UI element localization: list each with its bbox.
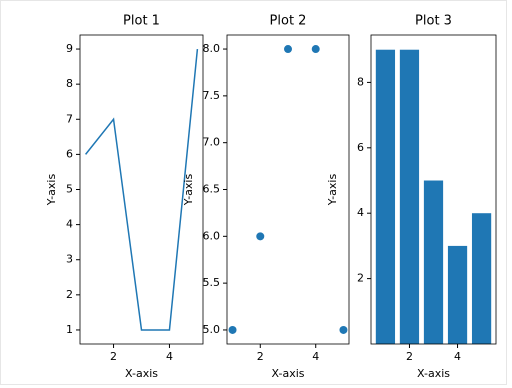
bar [375,49,396,344]
x-tick-label: 2 [257,350,264,363]
y-axis-label: Y-axis [326,174,339,207]
x-tick-label: 4 [454,350,461,363]
point [339,325,348,334]
plot-title: Plot 2 [270,14,307,29]
point [311,45,320,54]
y-axis-label: Y-axis [45,174,58,207]
plot-title: Plot 1 [123,14,160,29]
x-axis-label: X-axis [417,367,450,380]
bar [447,245,468,344]
y-tick-label: 8.0 [203,42,221,55]
y-tick-label: 9 [66,42,73,55]
plot-title: Plot 3 [415,14,452,29]
y-tick-label: 5.0 [203,323,221,336]
y-tick-label: 7 [66,112,73,125]
y-tick-label: 5 [66,183,73,196]
y-tick-label: 3 [66,253,73,266]
point [228,325,237,334]
y-tick-label: 6.0 [203,229,221,242]
point [256,232,265,241]
bar [399,49,420,344]
point [284,45,292,54]
y-tick-label: 6 [357,141,364,154]
bar [471,213,492,344]
y-tick-label: 4 [357,206,364,219]
x-axis-label: X-axis [272,367,305,380]
line [85,48,199,331]
x-axis-label: X-axis [125,367,158,380]
y-tick-label: 2 [66,288,73,301]
x-tick-label: 4 [312,350,319,363]
y-tick-label: 6.5 [203,183,221,196]
y-tick-label: 4 [66,218,73,231]
x-tick-label: 2 [110,350,117,363]
y-tick-label: 2 [357,272,364,285]
axes-frame [226,34,350,345]
y-tick-label: 7.0 [203,136,221,149]
axes-frame [79,34,204,345]
y-tick-label: 1 [66,323,73,336]
x-tick-label: 4 [166,350,173,363]
y-tick-label: 5.5 [203,276,221,289]
y-axis-label: Y-axis [182,174,195,207]
y-tick-label: 7.5 [203,89,221,102]
y-tick-label: 8 [357,75,364,88]
y-tick-label: 8 [66,77,73,90]
y-tick-label: 6 [66,147,73,160]
bar [423,180,444,344]
x-tick-label: 2 [406,350,413,363]
axes-frame [370,34,497,345]
